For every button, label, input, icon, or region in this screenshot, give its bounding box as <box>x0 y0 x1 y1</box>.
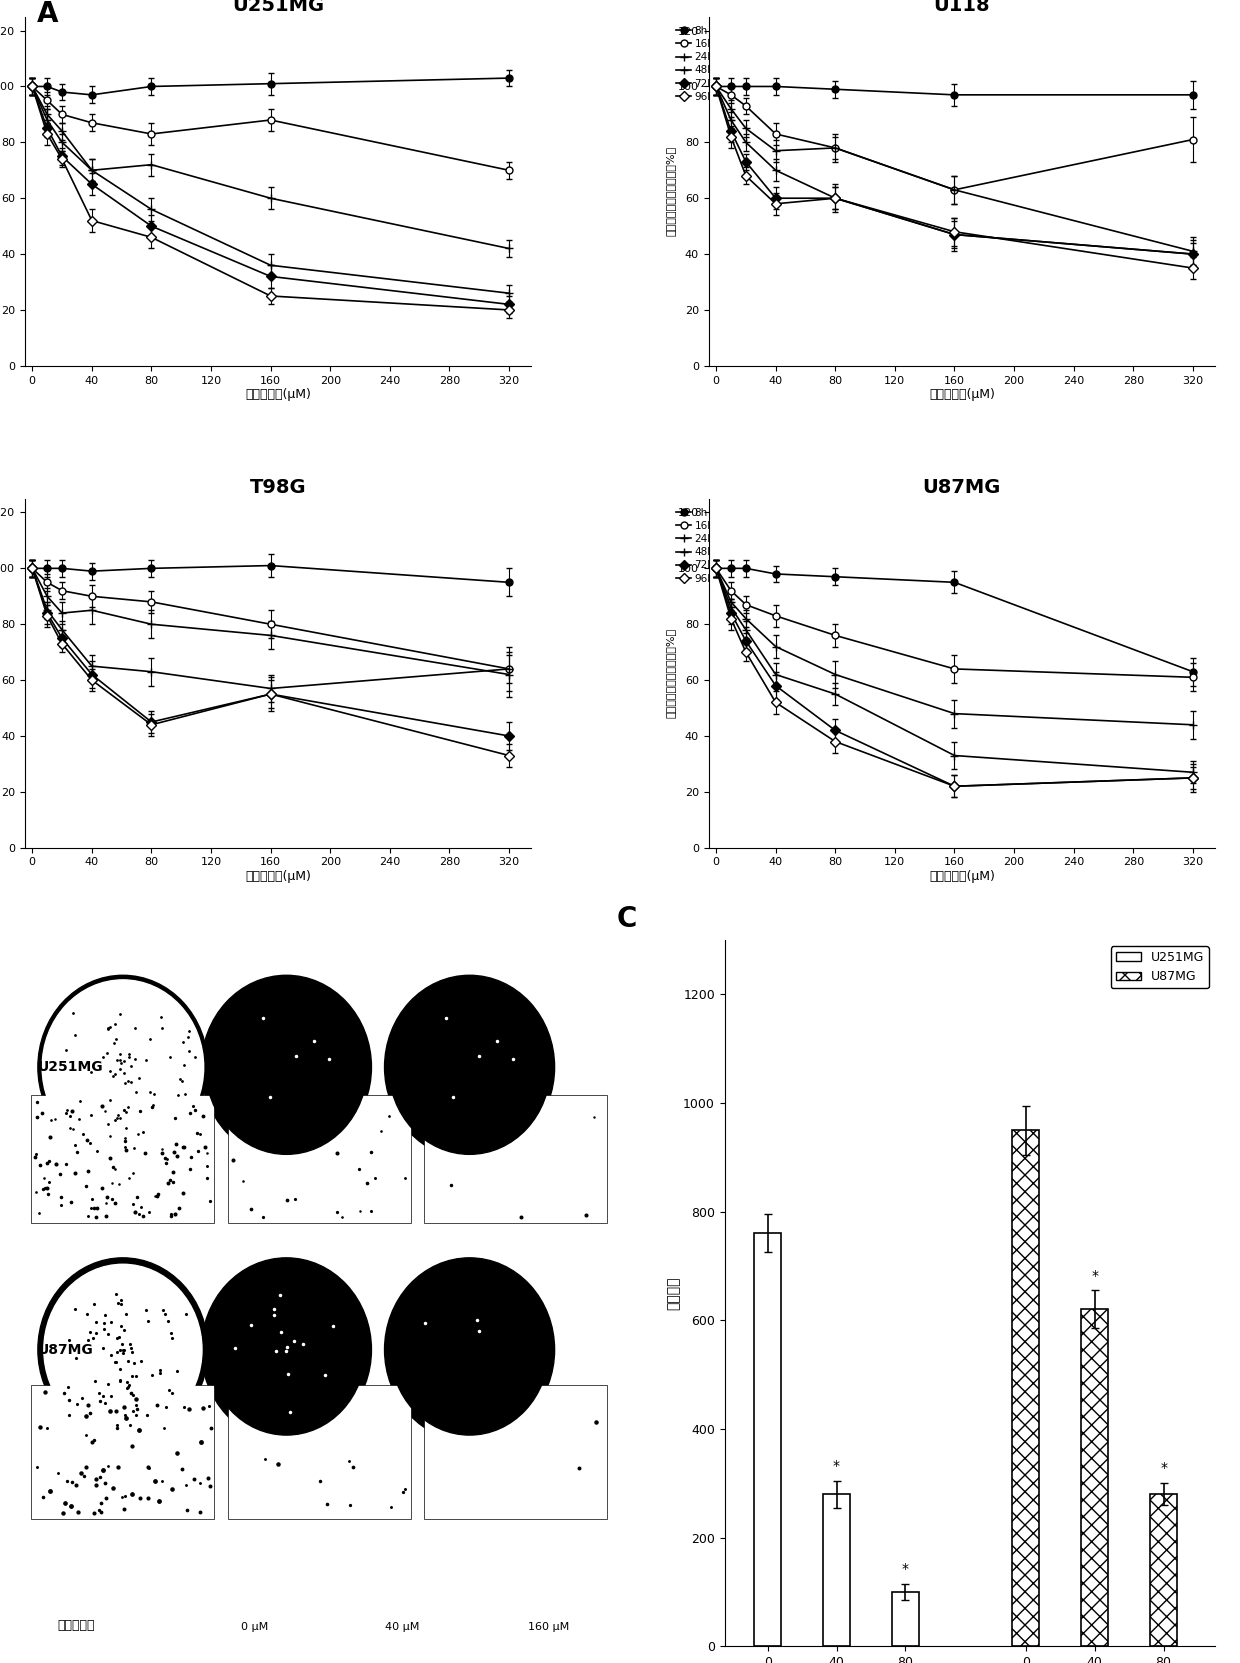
Text: C: C <box>616 905 637 933</box>
X-axis label: 异泽兰黄素(μM): 异泽兰黄素(μM) <box>929 870 994 883</box>
Text: *: * <box>833 1458 839 1473</box>
Bar <box>31 1096 215 1222</box>
Bar <box>754 1234 781 1646</box>
Circle shape <box>206 980 367 1154</box>
Text: *: * <box>1161 1462 1167 1475</box>
Bar <box>31 1385 215 1520</box>
Circle shape <box>42 980 203 1154</box>
Circle shape <box>391 1264 548 1435</box>
Text: 0 μM: 0 μM <box>241 1621 268 1633</box>
Legend: 8h, 16h, 24h, 48h, 72h, 96h: 8h, 16h, 24h, 48h, 72h, 96h <box>672 504 719 587</box>
Bar <box>1149 1495 1177 1646</box>
Bar <box>424 1096 606 1222</box>
Text: *: * <box>901 1562 909 1577</box>
Legend: U251MG, U87MG: U251MG, U87MG <box>1111 946 1209 988</box>
Y-axis label: 克隆计数: 克隆计数 <box>666 1277 681 1310</box>
Circle shape <box>384 975 554 1159</box>
Circle shape <box>207 1264 366 1435</box>
Circle shape <box>201 1257 372 1442</box>
Circle shape <box>38 975 208 1159</box>
Title: U118: U118 <box>934 0 991 15</box>
Circle shape <box>389 980 551 1154</box>
Text: 160 μM: 160 μM <box>528 1621 569 1633</box>
Circle shape <box>43 1264 202 1435</box>
Text: U87MG: U87MG <box>38 1342 94 1357</box>
Text: U251MG: U251MG <box>38 1059 103 1074</box>
Title: T98G: T98G <box>249 477 306 497</box>
Text: *: * <box>1091 1269 1099 1282</box>
X-axis label: 异泽兰黄素(μM): 异泽兰黄素(μM) <box>246 870 311 883</box>
Title: U251MG: U251MG <box>232 0 324 15</box>
X-axis label: 异泽兰黄素(μM): 异泽兰黄素(μM) <box>246 389 311 401</box>
Bar <box>228 1385 410 1520</box>
Circle shape <box>38 1257 208 1442</box>
Text: 40 μM: 40 μM <box>384 1621 419 1633</box>
Text: A: A <box>37 0 58 28</box>
Bar <box>892 1591 919 1646</box>
Bar <box>823 1495 851 1646</box>
X-axis label: 异泽兰黄素(μM): 异泽兰黄素(μM) <box>929 389 994 401</box>
Circle shape <box>201 975 372 1159</box>
Legend: 8h, 16h, 24h, 48h, 72h, 96h: 8h, 16h, 24h, 48h, 72h, 96h <box>672 22 719 106</box>
Bar <box>424 1385 606 1520</box>
Bar <box>228 1096 410 1222</box>
Bar <box>1012 1131 1039 1646</box>
Y-axis label: 相对于对照的细胞活性（%）: 相对于对照的细胞活性（%） <box>665 146 675 236</box>
Circle shape <box>384 1257 554 1442</box>
Text: 异泽兰黄素: 异泽兰黄素 <box>57 1620 95 1633</box>
Title: U87MG: U87MG <box>923 477 1001 497</box>
Bar <box>1081 1309 1109 1646</box>
Y-axis label: 相对于对照的细胞活性（%）: 相对于对照的细胞活性（%） <box>665 629 675 718</box>
